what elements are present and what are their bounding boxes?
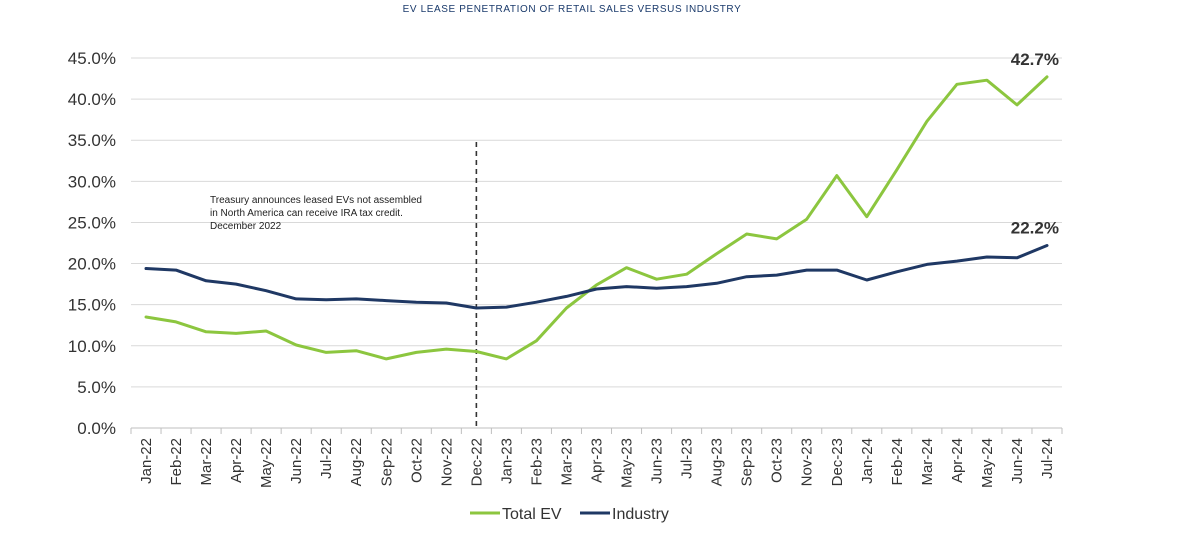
x-tick-label: Feb-22 (168, 438, 185, 486)
end-label-industry: 22.2% (1011, 218, 1059, 237)
x-tick-label: Jun-24 (1009, 438, 1026, 484)
x-tick-label: Jan-22 (138, 438, 155, 484)
annotation-text: December 2022 (210, 221, 282, 232)
y-tick-label: 40.0% (68, 90, 116, 109)
y-tick-label: 10.0% (68, 337, 116, 356)
end-label-total-ev: 42.7% (1011, 50, 1059, 69)
x-tick-label: Dec-23 (829, 438, 846, 486)
annotation-text: Treasury announces leased EVs not assemb… (210, 195, 422, 206)
x-tick-label: Sep-23 (739, 438, 756, 486)
x-tick-label: Sep-22 (378, 438, 395, 486)
x-tick-label: Jul-23 (679, 438, 696, 479)
x-tick-label: Apr-23 (589, 438, 606, 483)
x-tick-label: Jun-22 (288, 438, 305, 484)
y-tick-label: 30.0% (68, 172, 116, 191)
series-line-industry (144, 244, 1049, 310)
annotation-text: in North America can receive IRA tax cre… (210, 208, 403, 219)
series-line-total-ev (144, 75, 1049, 361)
x-tick-label: May-24 (979, 438, 996, 488)
x-tick-label: Dec-22 (468, 438, 485, 486)
x-tick-label: May-22 (258, 438, 275, 488)
x-tick-label: Mar-24 (919, 438, 936, 486)
x-tick-label: Jan-24 (859, 438, 876, 484)
x-tick-label: Aug-22 (348, 438, 365, 486)
x-tick-label: Jul-22 (318, 438, 335, 479)
x-tick-label: Feb-23 (528, 438, 545, 486)
chart-title: EV LEASE PENETRATION OF RETAIL SALES VER… (402, 4, 742, 15)
x-tick-label: Aug-23 (709, 438, 726, 486)
x-tick-label: Oct-22 (408, 438, 425, 483)
x-tick-label: Oct-23 (769, 438, 786, 483)
y-tick-label: 20.0% (68, 255, 116, 274)
x-tick-label: Jul-24 (1039, 438, 1056, 479)
x-tick-label: Mar-23 (558, 438, 575, 486)
x-tick-label: Nov-23 (799, 438, 816, 486)
x-tick-label: Jun-23 (649, 438, 666, 484)
x-tick-label: Nov-22 (438, 438, 455, 486)
x-tick-label: May-23 (619, 438, 636, 488)
y-tick-label: 45.0% (68, 49, 116, 68)
x-tick-label: Jan-23 (498, 438, 515, 484)
x-tick-label: Feb-24 (889, 438, 906, 486)
x-tick-label: Apr-22 (228, 438, 245, 483)
legend-label: Industry (612, 506, 669, 523)
legend-label: Total EV (502, 506, 562, 523)
y-tick-label: 0.0% (77, 419, 116, 438)
y-tick-label: 5.0% (77, 378, 116, 397)
y-tick-label: 35.0% (68, 131, 116, 150)
y-tick-label: 15.0% (68, 296, 116, 315)
x-tick-label: Mar-22 (198, 438, 215, 486)
y-tick-label: 25.0% (68, 213, 116, 232)
x-tick-label: Apr-24 (949, 438, 966, 483)
